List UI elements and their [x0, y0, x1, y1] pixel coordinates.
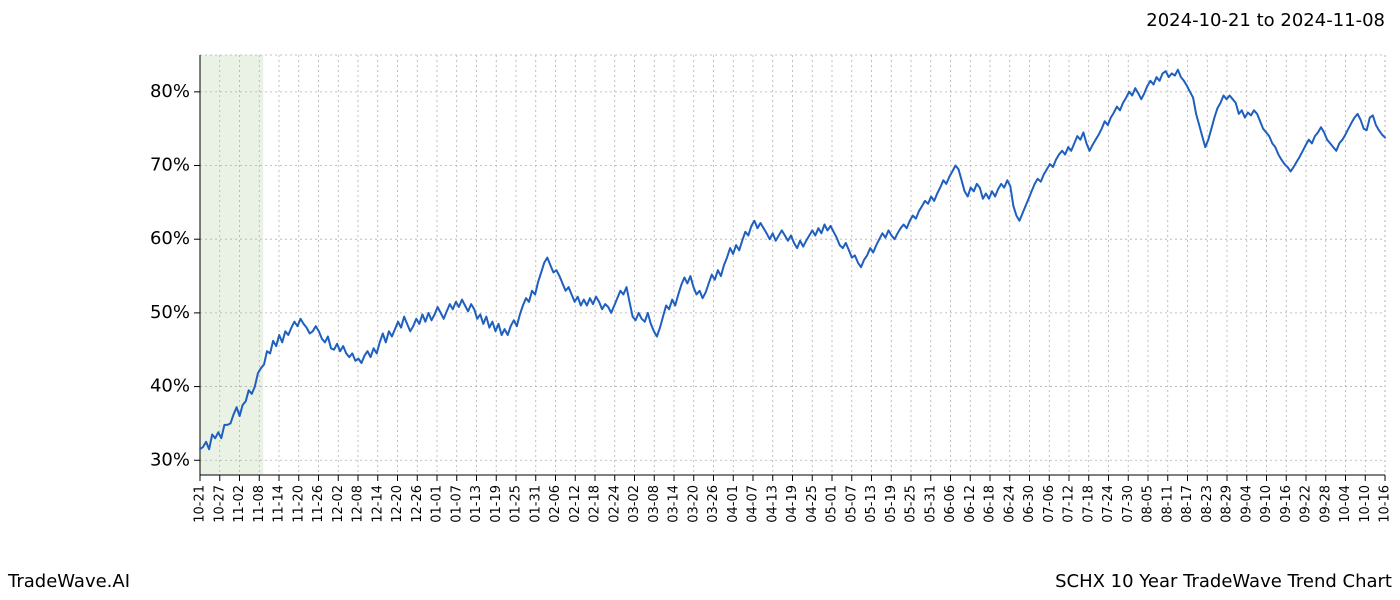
- x-tick-label: 02-12: [568, 485, 583, 523]
- x-tick-label: 05-07: [844, 485, 859, 523]
- x-tick-label: 08-11: [1160, 485, 1175, 523]
- x-tick-label: 02-18: [588, 485, 603, 523]
- x-tick-label: 03-20: [686, 485, 701, 523]
- x-tick-label: 01-19: [489, 485, 504, 523]
- x-tick-label: 05-19: [884, 485, 899, 523]
- x-tick-label: 03-08: [647, 485, 662, 523]
- x-tick-label: 04-07: [746, 485, 761, 523]
- y-tick-label: 80%: [150, 81, 190, 102]
- x-tick-label: 09-04: [1239, 485, 1254, 523]
- x-tick-label: 09-28: [1318, 485, 1333, 523]
- x-tick-label: 04-01: [726, 485, 741, 523]
- x-tick-label: 05-01: [825, 485, 840, 523]
- trend-chart: 30% 40% 50% 60% 70% 80% 10-21 10-27 11-02 11-08 11…: [0, 0, 1400, 600]
- x-tick-label: 06-12: [963, 485, 978, 523]
- x-tick-label: 06-18: [983, 485, 998, 523]
- x-tick-label: 01-25: [509, 485, 524, 523]
- x-tick-label: 04-25: [805, 485, 820, 523]
- x-tick-label: 04-13: [765, 485, 780, 523]
- x-tick-label: 10-27: [212, 485, 227, 523]
- x-tick-label: 05-25: [904, 485, 919, 523]
- x-tick-label: 09-22: [1299, 485, 1314, 523]
- x-tick-label: 12-20: [390, 485, 405, 523]
- x-tick-label: 08-29: [1220, 485, 1235, 523]
- x-tick-label: 09-10: [1259, 485, 1274, 523]
- x-tick-label: 07-30: [1121, 485, 1136, 523]
- x-tick-label: 05-13: [864, 485, 879, 523]
- x-tick-label: 05-31: [923, 485, 938, 523]
- x-tick-label: 12-08: [351, 485, 366, 523]
- x-tick-label: 10-21: [193, 485, 208, 523]
- x-tick-label: 07-12: [1062, 485, 1077, 523]
- x-tick-label: 07-18: [1081, 485, 1096, 523]
- x-tick-label: 06-06: [943, 485, 958, 523]
- x-tick-label: 03-26: [706, 485, 721, 523]
- x-tick-label: 08-17: [1180, 485, 1195, 523]
- x-tick-label: 01-31: [528, 485, 543, 523]
- highlight-band: [200, 55, 263, 475]
- x-tick-label: 06-24: [1002, 485, 1017, 523]
- x-tick-label: 09-16: [1279, 485, 1294, 523]
- y-tick-label: 70%: [150, 155, 190, 176]
- x-tick-label: 02-06: [548, 485, 563, 523]
- y-tick-label: 30%: [150, 449, 190, 470]
- x-tick-label: 11-02: [232, 485, 247, 523]
- x-tick-label: 11-20: [291, 485, 306, 523]
- x-tick-label: 03-02: [627, 485, 642, 523]
- y-tick-label: 50%: [150, 302, 190, 323]
- x-tick-label: 11-26: [311, 485, 326, 523]
- x-tick-label: 01-07: [449, 485, 464, 523]
- y-tick-label: 40%: [150, 376, 190, 397]
- x-tick-label: 01-13: [469, 485, 484, 523]
- x-tick-label: 03-14: [667, 485, 682, 523]
- x-tick-label: 12-14: [370, 485, 385, 523]
- x-tick-label: 10-16: [1378, 485, 1393, 523]
- x-tick-label: 11-14: [272, 485, 287, 523]
- x-tick-label: 06-30: [1022, 485, 1037, 523]
- x-tick-label: 07-24: [1101, 485, 1116, 523]
- x-tick-label: 04-19: [785, 485, 800, 523]
- x-tick-label: 07-06: [1042, 485, 1057, 523]
- x-tick-label: 08-23: [1200, 485, 1215, 523]
- x-tick-label: 10-04: [1338, 485, 1353, 523]
- x-tick-label: 01-01: [430, 485, 445, 523]
- x-tick-label: 11-08: [252, 485, 267, 523]
- x-tick-label: 12-26: [410, 485, 425, 523]
- x-tick-label: 02-24: [607, 485, 622, 523]
- x-tick-label: 08-05: [1141, 485, 1156, 523]
- x-tick-label: 12-02: [331, 485, 346, 523]
- x-tick-label: 10-10: [1358, 485, 1373, 523]
- y-tick-label: 60%: [150, 228, 190, 249]
